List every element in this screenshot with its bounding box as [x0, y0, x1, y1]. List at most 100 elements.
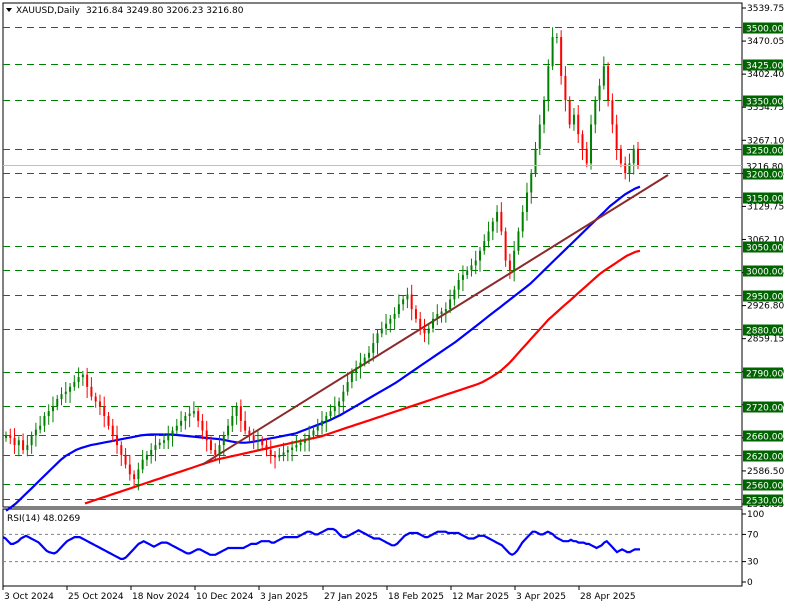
candles — [5, 27, 639, 491]
y-tick-label: 2586.50 — [747, 467, 784, 477]
candle-body — [496, 211, 499, 222]
y-tick-label: 3334.75 — [747, 103, 784, 113]
x-tick-label: 18 Nov 2024 — [132, 592, 190, 602]
candle-body — [393, 313, 396, 319]
candle-body — [560, 37, 563, 76]
candle-body — [453, 289, 456, 300]
candle-body — [543, 100, 546, 125]
candle-body — [432, 318, 435, 329]
level-label: 3050.00 — [746, 244, 783, 254]
candle-body — [517, 231, 520, 251]
candle-body — [192, 411, 195, 414]
candle-body — [376, 333, 379, 344]
candle-body — [338, 401, 341, 407]
candle-body — [611, 100, 614, 125]
candle-body — [244, 420, 247, 431]
candle-body — [372, 343, 375, 353]
candle-body — [410, 294, 413, 310]
x-tick-label: 27 Jan 2025 — [324, 592, 378, 602]
candle-body — [5, 435, 7, 438]
candle-body — [188, 413, 191, 416]
x-tick-label: 25 Oct 2024 — [68, 592, 124, 602]
candle-body — [619, 148, 622, 164]
candle-body — [312, 430, 315, 436]
candle-body — [120, 445, 123, 455]
candle-body — [440, 311, 443, 314]
candle-body — [402, 299, 405, 305]
candle-body — [500, 211, 503, 232]
y-tick-label: 3129.75 — [747, 202, 784, 212]
candle-body — [265, 445, 268, 450]
candle-body — [150, 449, 153, 455]
candle-body — [427, 328, 430, 334]
dropdown-triangle-icon[interactable] — [6, 8, 12, 12]
symbol-title: XAUUSD,Daily — [16, 6, 80, 16]
candle-body — [602, 66, 605, 86]
candle-body — [22, 440, 25, 450]
candle-body — [585, 148, 588, 164]
rsi-panel — [2, 508, 743, 587]
x-tick-label: 3 Oct 2024 — [4, 592, 54, 602]
candle-body — [17, 440, 20, 446]
candle-body — [167, 435, 170, 441]
ma-slow-line — [84, 249, 641, 505]
candle-body — [598, 85, 601, 101]
candle-body — [321, 420, 323, 426]
level-label-box — [743, 367, 783, 379]
level-label-box — [743, 265, 783, 277]
candle-body — [419, 318, 422, 329]
level-label-box — [743, 450, 783, 462]
candle-body — [414, 309, 417, 319]
candle-body — [128, 464, 131, 475]
candle-body — [607, 66, 610, 101]
rsi-axis-ticks: 100 70 30 0 — [742, 510, 764, 588]
rsi-tick-label: 100 — [747, 510, 764, 520]
y-tick-label: 2859.15 — [747, 335, 784, 345]
candle-body — [461, 275, 464, 280]
candle-body — [470, 265, 473, 271]
level-label: 2560.00 — [746, 482, 783, 492]
candle-body — [77, 377, 80, 382]
level-label: 2620.00 — [746, 453, 783, 463]
y-tick-label: 3470.05 — [747, 37, 784, 47]
candle-body — [214, 449, 217, 455]
rsi-label: RSI(14) 48.0269 — [7, 514, 80, 524]
candle-body — [235, 406, 238, 416]
level-label-box — [743, 241, 783, 253]
level-label-box — [743, 494, 783, 506]
candle-body — [94, 396, 97, 402]
candle-body — [252, 435, 255, 441]
level-label-box — [743, 401, 783, 413]
candle-body — [69, 386, 72, 392]
level-label-box — [743, 22, 783, 34]
level-label: 2660.00 — [746, 433, 783, 443]
candle-body — [9, 435, 12, 438]
candle-body — [197, 411, 200, 421]
level-label: 2950.00 — [746, 293, 783, 303]
candle-body — [346, 381, 349, 392]
candle-body — [248, 430, 251, 436]
candle-body — [116, 435, 119, 446]
level-label-box — [743, 430, 783, 442]
candle-body — [615, 124, 618, 149]
candle-body — [227, 425, 230, 436]
candle-body — [51, 406, 54, 412]
candle-body — [56, 398, 59, 407]
level-label: 3500.00 — [746, 25, 783, 35]
candle-body — [103, 406, 106, 416]
candle-body — [81, 374, 84, 378]
level-label: 3200.00 — [746, 171, 783, 181]
rsi-tick-label: 30 — [747, 558, 759, 568]
candle-body — [385, 323, 388, 329]
level-label-box — [743, 324, 783, 336]
candle-body — [581, 134, 584, 149]
candle-body — [466, 270, 469, 276]
y-tick-label: 3062.10 — [747, 235, 784, 245]
level-label-box — [743, 290, 783, 302]
candle-body — [350, 372, 353, 382]
y-tick-label: 2926.80 — [747, 302, 784, 312]
candle-body — [231, 415, 234, 426]
candle-body — [205, 430, 208, 441]
candle-body — [632, 148, 635, 164]
